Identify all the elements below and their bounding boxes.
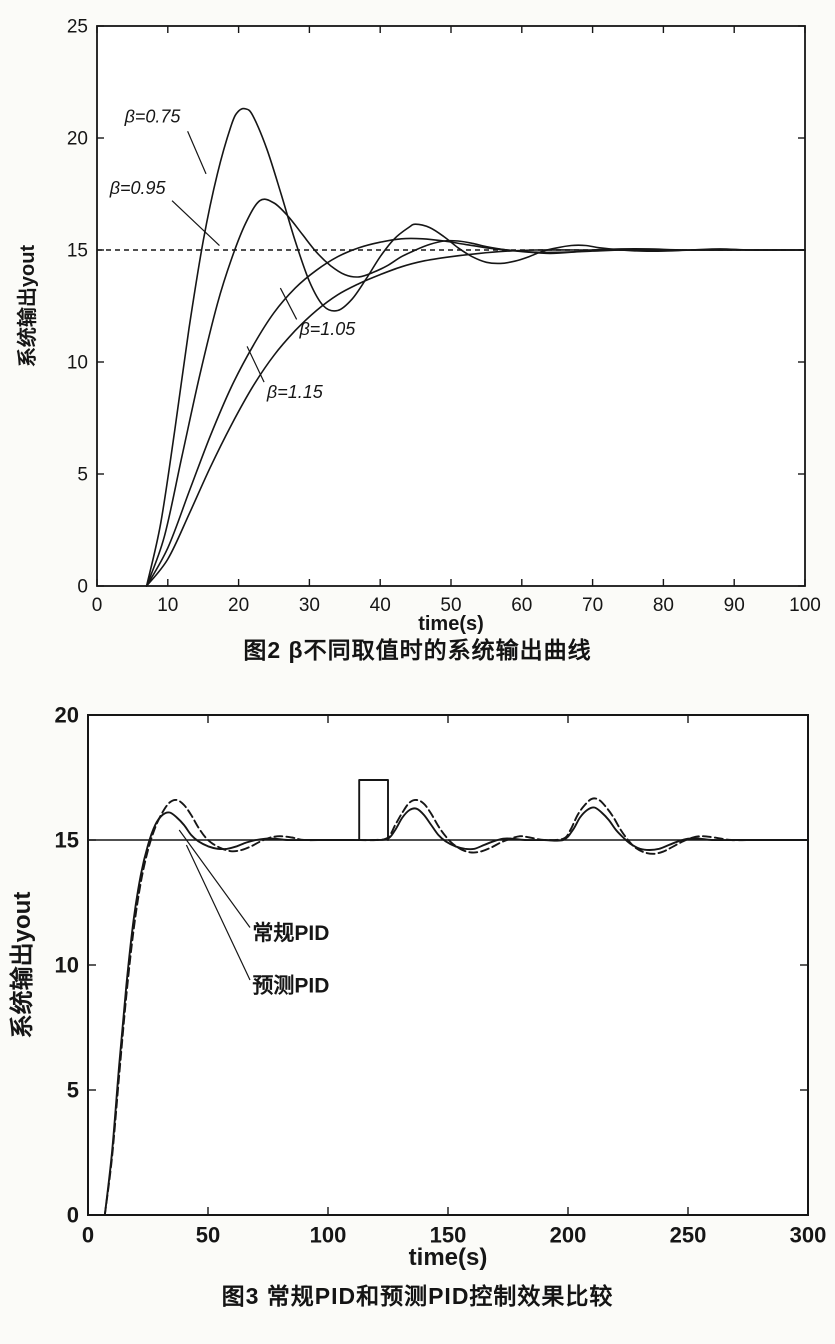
series-2 xyxy=(358,779,389,841)
x-tick-label: 30 xyxy=(299,595,320,616)
figure2-caption: 图2 β不同取值时的系统输出曲线 xyxy=(243,637,592,663)
annotation-label: β=1.15 xyxy=(266,382,324,402)
figure-2: 0 10 20 30 40 50 60 70 80 90 100 0 5 10 15 20 25 β=0.75 β=… xyxy=(0,8,835,664)
y-tick-label: 0 xyxy=(67,1203,79,1228)
y-tick-label: 0 xyxy=(77,577,88,598)
x-tick-label: 0 xyxy=(82,1223,94,1248)
annotation-leader xyxy=(171,200,220,246)
x-tick-label: 60 xyxy=(511,595,532,616)
y-tick-label: 15 xyxy=(55,828,79,853)
x-tick-label: 50 xyxy=(196,1223,220,1248)
x-tick-label: 70 xyxy=(582,595,603,616)
annotation-leader xyxy=(185,844,251,981)
y-tick-label: 5 xyxy=(77,465,88,486)
plot-area xyxy=(96,25,806,587)
figure3-caption: 图3 常规PID和预测PID控制效果比较 xyxy=(221,1283,614,1309)
x-axis-label: time(s) xyxy=(418,613,484,635)
figure-3: 0 50 100 150 200 250 300 0 5 10 15 20 常规PID 预测PID time… xyxy=(0,700,835,1310)
x-tick-label: 0 xyxy=(92,595,103,616)
x-tick-label: 200 xyxy=(550,1223,587,1248)
annotation-leader xyxy=(178,829,251,928)
x-tick-label: 150 xyxy=(430,1223,467,1248)
y-axis-label: 系统输出yout xyxy=(15,245,39,368)
annotation-label: 预测PID xyxy=(252,975,329,998)
annotation-leader xyxy=(279,287,298,320)
y-tick-label: 20 xyxy=(55,703,79,728)
series-0 xyxy=(103,797,809,1216)
x-tick-label: 250 xyxy=(670,1223,707,1248)
x-tick-label: 20 xyxy=(228,595,249,616)
annotation-label: β=0.95 xyxy=(109,178,167,198)
plot-area xyxy=(87,714,809,1216)
beta-output-chart: 0 10 20 30 40 50 60 70 80 90 100 0 5 10 15 20 25 β=0.75 β=… xyxy=(15,17,821,635)
annotation-label: 常规PID xyxy=(252,921,329,945)
x-tick-label: 100 xyxy=(310,1223,347,1248)
paper: 0 10 20 30 40 50 60 70 80 90 100 0 5 10 15 20 25 β=0.75 β=… xyxy=(0,8,835,1310)
x-tick-label: 10 xyxy=(157,595,178,616)
pid-comparison-chart: 0 50 100 150 200 250 300 0 5 10 15 20 常规PID 预测PID time… xyxy=(8,703,827,1271)
series-1 xyxy=(103,806,809,1216)
y-tick-label: 10 xyxy=(55,953,79,978)
y-tick-label: 15 xyxy=(67,241,88,262)
y-tick-label: 5 xyxy=(67,1078,79,1103)
annotation-label: β=0.75 xyxy=(124,106,182,126)
y-axis-label: 系统输出yout xyxy=(8,892,36,1039)
series-3 xyxy=(145,249,806,587)
x-tick-label: 40 xyxy=(370,595,391,616)
x-tick-label: 100 xyxy=(789,595,821,616)
x-tick-label: 300 xyxy=(790,1223,827,1248)
x-tick-label: 90 xyxy=(724,595,745,616)
annotation-label: β=1.05 xyxy=(298,319,356,339)
x-tick-label: 50 xyxy=(440,595,461,616)
y-tick-label: 25 xyxy=(67,17,88,38)
annotation-leader xyxy=(246,346,265,383)
y-tick-label: 20 xyxy=(67,129,88,150)
y-tick-label: 10 xyxy=(67,353,88,374)
x-axis-label: time(s) xyxy=(409,1244,488,1271)
x-tick-label: 80 xyxy=(653,595,674,616)
annotation-leader xyxy=(187,131,207,175)
series-2 xyxy=(145,237,806,587)
